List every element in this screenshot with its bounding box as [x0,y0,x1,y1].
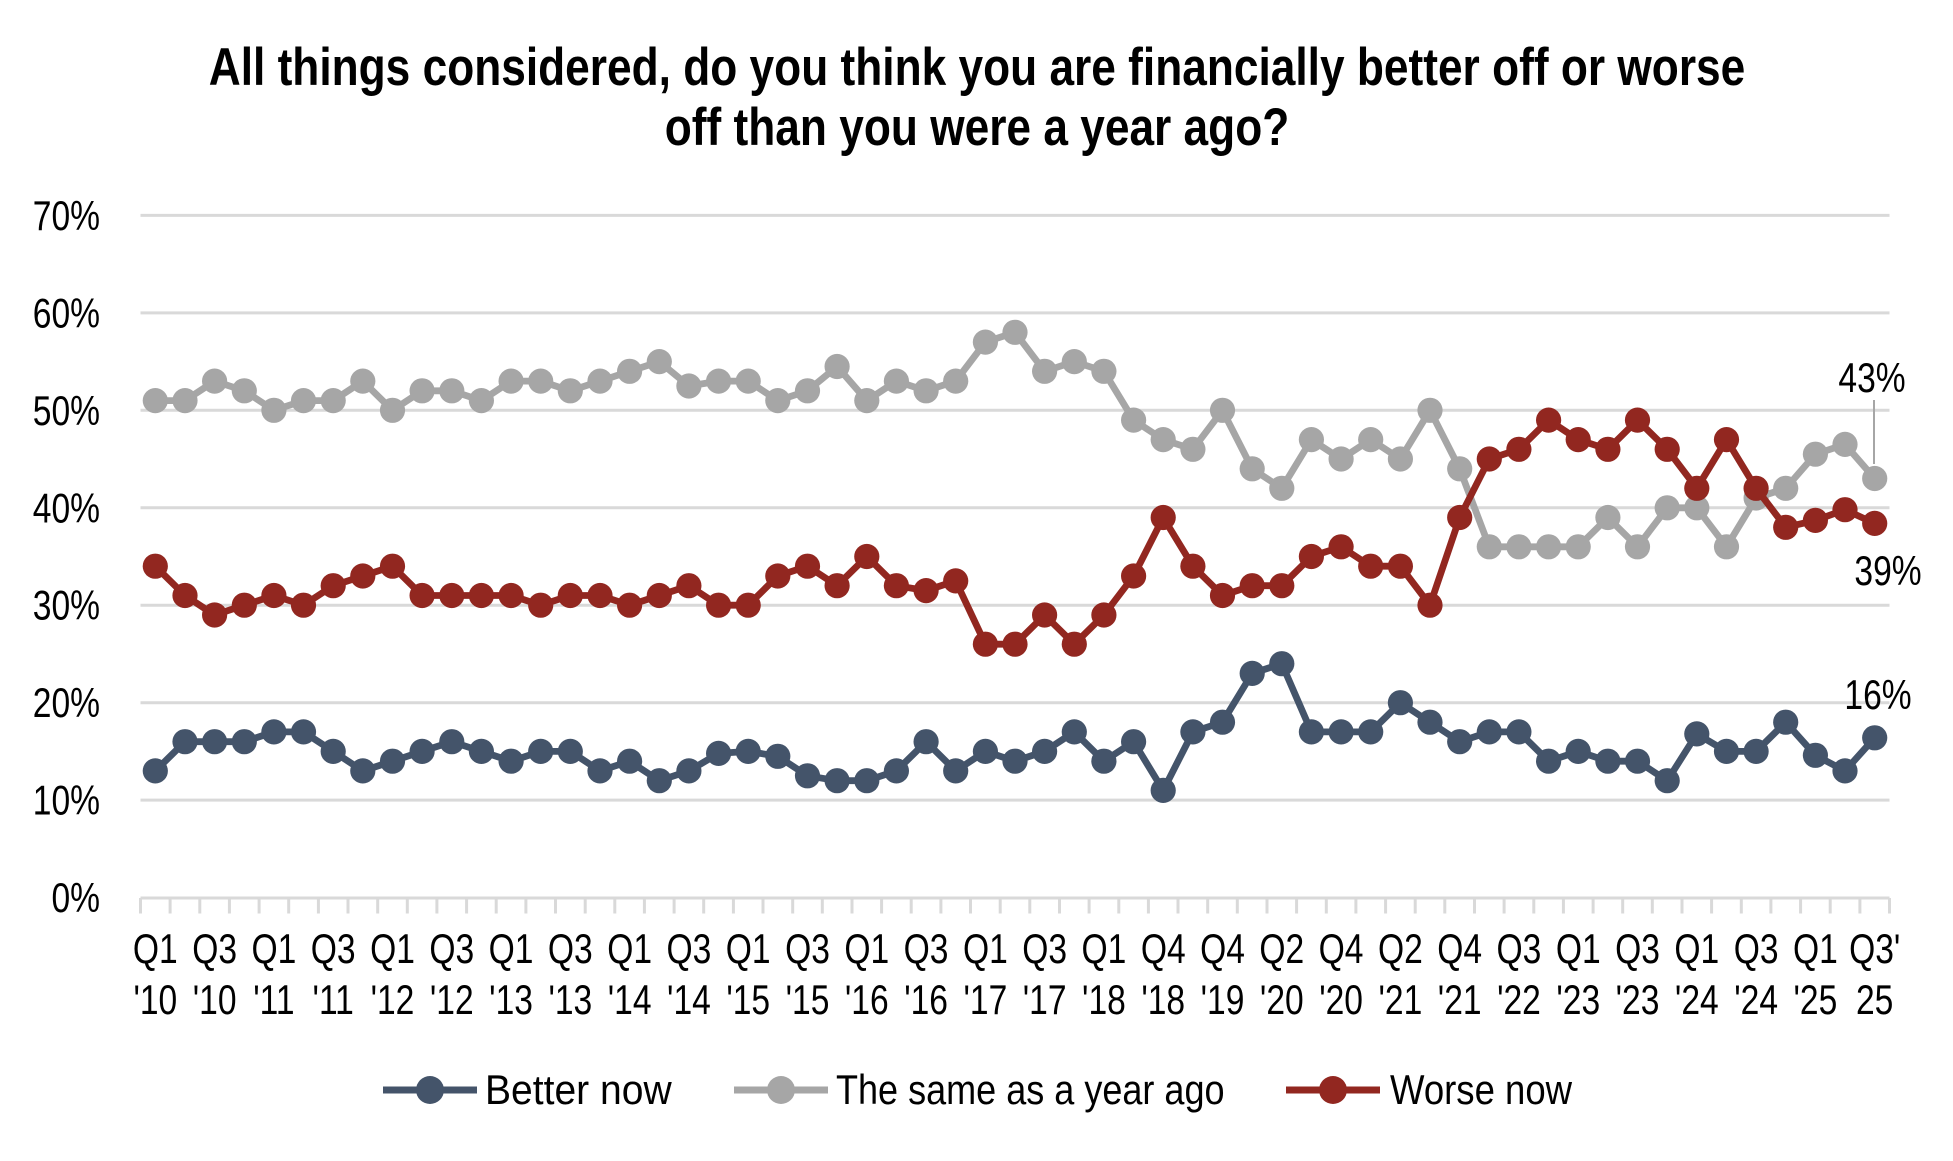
svg-text:off than you were a year ago?: off than you were a year ago? [665,98,1289,157]
svg-text:Q3: Q3 [548,927,593,973]
svg-text:'24: '24 [1734,978,1778,1024]
svg-text:Q3': Q3' [1849,927,1900,973]
svg-text:'22: '22 [1497,978,1541,1024]
svg-text:Q2: Q2 [1259,927,1304,973]
svg-text:'13: '13 [548,978,592,1024]
svg-text:Q3: Q3 [785,927,830,973]
svg-text:Q4: Q4 [1200,927,1245,973]
svg-text:Q2: Q2 [1378,927,1423,973]
svg-text:'15: '15 [786,978,830,1024]
svg-text:'14: '14 [667,978,711,1024]
svg-text:50%: 50% [33,388,100,434]
svg-text:Q1: Q1 [1674,927,1719,973]
svg-text:'24: '24 [1675,978,1719,1024]
svg-text:'17: '17 [963,978,1007,1024]
svg-text:20%: 20% [33,681,100,727]
svg-text:16%: 16% [1844,673,1911,719]
svg-text:The same as a year ago: The same as a year ago [836,1068,1225,1114]
svg-text:10%: 10% [33,778,100,824]
svg-text:'17: '17 [1023,978,1067,1024]
svg-text:Q3: Q3 [311,927,356,973]
svg-text:43%: 43% [1838,356,1905,402]
svg-text:40%: 40% [33,486,100,532]
svg-text:'21: '21 [1438,978,1482,1024]
svg-text:'16: '16 [904,978,948,1024]
svg-text:Q3: Q3 [904,927,949,973]
svg-text:'23: '23 [1616,978,1660,1024]
svg-text:Q1: Q1 [489,927,534,973]
svg-text:Q1: Q1 [251,927,296,973]
svg-text:'18: '18 [1082,978,1126,1024]
svg-text:'20: '20 [1260,978,1304,1024]
svg-text:Q3: Q3 [1022,927,1067,973]
svg-text:'11: '11 [313,978,354,1024]
svg-text:Q1: Q1 [607,927,652,973]
svg-text:Q4: Q4 [1141,927,1186,973]
svg-text:Q1: Q1 [963,927,1008,973]
svg-text:Q1: Q1 [370,927,415,973]
svg-text:Q1: Q1 [1556,927,1601,973]
svg-text:39%: 39% [1854,549,1921,595]
svg-text:'21: '21 [1378,978,1422,1024]
svg-text:'11: '11 [253,978,294,1024]
svg-text:Q3: Q3 [667,927,712,973]
svg-text:Q3: Q3 [1497,927,1542,973]
svg-text:30%: 30% [33,583,100,629]
svg-text:Q3: Q3 [1734,927,1779,973]
svg-text:'16: '16 [845,978,889,1024]
svg-text:25: 25 [1856,978,1893,1024]
svg-text:Worse now: Worse now [1390,1067,1573,1114]
svg-text:Q1: Q1 [133,927,178,973]
svg-text:'12: '12 [371,978,415,1024]
svg-text:'14: '14 [608,978,652,1024]
svg-text:Q1: Q1 [1082,927,1127,973]
svg-text:Q3: Q3 [429,927,474,973]
svg-text:Q3: Q3 [192,927,237,973]
svg-text:'12: '12 [430,978,474,1024]
svg-text:60%: 60% [33,291,100,337]
svg-text:'15: '15 [726,978,770,1024]
svg-text:'23: '23 [1556,978,1600,1024]
svg-text:'25: '25 [1794,978,1838,1024]
svg-text:Q4: Q4 [1437,927,1482,973]
svg-text:'18: '18 [1141,978,1185,1024]
svg-text:Q1: Q1 [844,927,889,973]
svg-text:All things considered, do you: All things considered, do you think you … [209,38,1746,97]
svg-text:'10: '10 [193,978,237,1024]
svg-text:'10: '10 [133,978,177,1024]
svg-text:Q1: Q1 [726,927,771,973]
svg-text:Q1: Q1 [1793,927,1838,973]
svg-text:'13: '13 [489,978,533,1024]
svg-text:Q3: Q3 [1615,927,1660,973]
svg-text:70%: 70% [33,193,100,239]
svg-text:Better now: Better now [485,1066,672,1114]
svg-text:0%: 0% [51,876,100,922]
svg-text:'19: '19 [1201,978,1245,1024]
svg-text:Q4: Q4 [1319,927,1364,973]
svg-text:'20: '20 [1319,978,1363,1024]
